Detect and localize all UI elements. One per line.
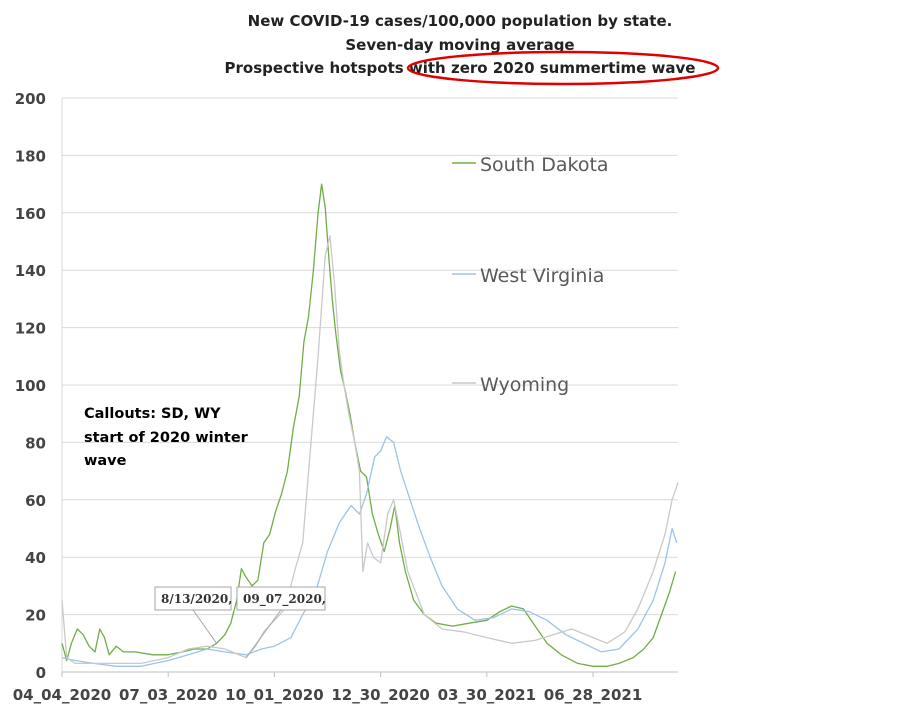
x-tick-label: 07_03_2020 (119, 686, 218, 704)
y-tick-label: 20 (25, 607, 46, 625)
y-tick-label: 140 (15, 262, 46, 280)
legend-label: South Dakota (480, 154, 609, 176)
title-line: Prospective hotspots with zero 2020 summ… (225, 59, 696, 77)
series-line-west-virginia (61, 436, 678, 667)
x-tick-label: 12_30_2020 (331, 686, 430, 704)
callout-leader (192, 609, 217, 644)
callout-label: 09_07_2020, (243, 592, 326, 607)
annotation-line: wave (84, 453, 127, 469)
x-tick-label: 03_30_2021 (438, 686, 537, 704)
annotation-line: Callouts: SD, WY (84, 406, 221, 422)
y-tick-label: 180 (15, 147, 46, 165)
x-tick-label: 06_28_2021 (544, 686, 643, 704)
x-tick-label: 04_04_2020 (13, 686, 112, 704)
callout-box (154, 586, 232, 611)
title-line: Seven-day moving average (345, 36, 574, 54)
series-line-wyoming (61, 235, 679, 665)
y-tick-label: 100 (15, 377, 46, 395)
title-line: New COVID-19 cases/100,000 population by… (248, 12, 673, 30)
callout-leader (245, 609, 282, 658)
y-tick-label: 80 (25, 434, 46, 452)
callout-label: 8/13/2020, (161, 592, 232, 606)
x-axis-ticks: 04_04_2020 07_03_2020 10_01_2020 12_30_2020… (13, 672, 643, 704)
legend-label: Wyoming (480, 374, 569, 396)
callouts: 8/13/2020, 09_07_2020, (154, 586, 326, 658)
highlight-ellipse (406, 50, 720, 86)
y-tick-label: 160 (15, 205, 46, 223)
chart-title: New COVID-19 cases/100,000 population by… (225, 12, 696, 77)
series-line-south-dakota (61, 183, 677, 667)
callout-box (236, 586, 326, 611)
y-tick-label: 200 (15, 90, 46, 108)
y-axis-ticks: 0 20 40 60 80 100 120 140 160 180 200 (15, 90, 46, 682)
legend: South Dakota West Virginia Wyoming (452, 154, 609, 396)
y-tick-label: 60 (25, 492, 46, 510)
x-tick-label: 10_01_2020 (225, 686, 324, 704)
annotation-line: start of 2020 winter (84, 430, 249, 446)
y-tick-label: 40 (25, 549, 46, 567)
y-tick-label: 120 (15, 320, 46, 338)
gridlines (61, 97, 678, 673)
series-lines (61, 183, 679, 667)
legend-label: West Virginia (480, 265, 604, 287)
annotation: Callouts: SD, WY start of 2020 winter wave (84, 406, 249, 469)
y-tick-label: 0 (36, 664, 46, 682)
